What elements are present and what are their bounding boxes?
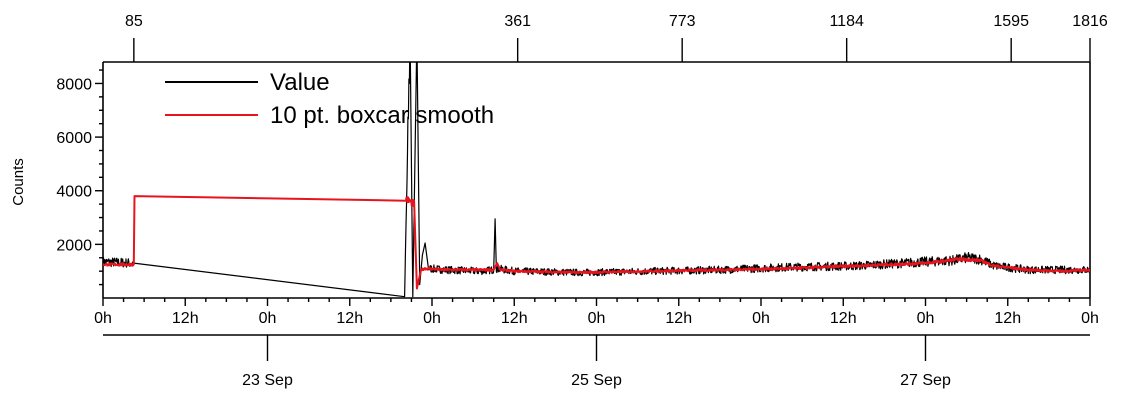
top-tick-label: 1816	[1072, 13, 1108, 30]
x-tick-label: 0h	[752, 310, 770, 327]
date-tick-label: 27 Sep	[900, 372, 951, 389]
series-line-smooth	[103, 195, 1090, 290]
x-tick-label: 12h	[665, 310, 692, 327]
x-tick-label: 12h	[830, 310, 857, 327]
y-axis-label: Counts	[10, 158, 27, 206]
legend-label-value: Value	[270, 69, 330, 96]
y-tick-label: 4000	[56, 184, 92, 201]
y-axis: Counts 2000 4000 6000 8000	[10, 69, 103, 286]
x-tick-label: 0h	[423, 310, 441, 327]
x-tick-label: 0h	[94, 310, 112, 327]
x-tick-label: 0h	[588, 310, 606, 327]
top-tick-label: 1184	[829, 13, 864, 30]
date-tick-label: 23 Sep	[242, 372, 293, 389]
top-tick-label: 361	[504, 13, 531, 30]
y-tick-label: 2000	[56, 237, 92, 254]
top-axis: 85 361 773 1184 1595 1816	[125, 13, 1108, 62]
x-tick-label: 0h	[259, 310, 277, 327]
y-tick-label: 6000	[56, 130, 92, 147]
top-tick-label: 1595	[993, 13, 1029, 30]
x-tick-label: 12h	[501, 310, 528, 327]
date-axis: 23 Sep 25 Sep 27 Sep	[103, 334, 1090, 389]
x-axis: 0h 12h 0h 12h 0h 12h 0h 12h 0h 12h 0h 12h 0h	[94, 298, 1099, 327]
top-tick-label: 773	[669, 13, 696, 30]
series-line-value	[103, 62, 1090, 298]
y-tick-label: 8000	[56, 76, 92, 93]
x-tick-label: 12h	[994, 310, 1021, 327]
date-tick-label: 25 Sep	[571, 372, 622, 389]
x-tick-label: 12h	[336, 310, 363, 327]
top-tick-label: 85	[125, 13, 143, 30]
legend-label-smooth: 10 pt. boxcar smooth	[270, 102, 494, 129]
x-tick-label: 12h	[172, 310, 199, 327]
x-tick-label: 0h	[1081, 310, 1099, 327]
series-layer	[103, 62, 1090, 298]
legend: Value 10 pt. boxcar smooth	[165, 69, 494, 129]
x-tick-label: 0h	[917, 310, 935, 327]
